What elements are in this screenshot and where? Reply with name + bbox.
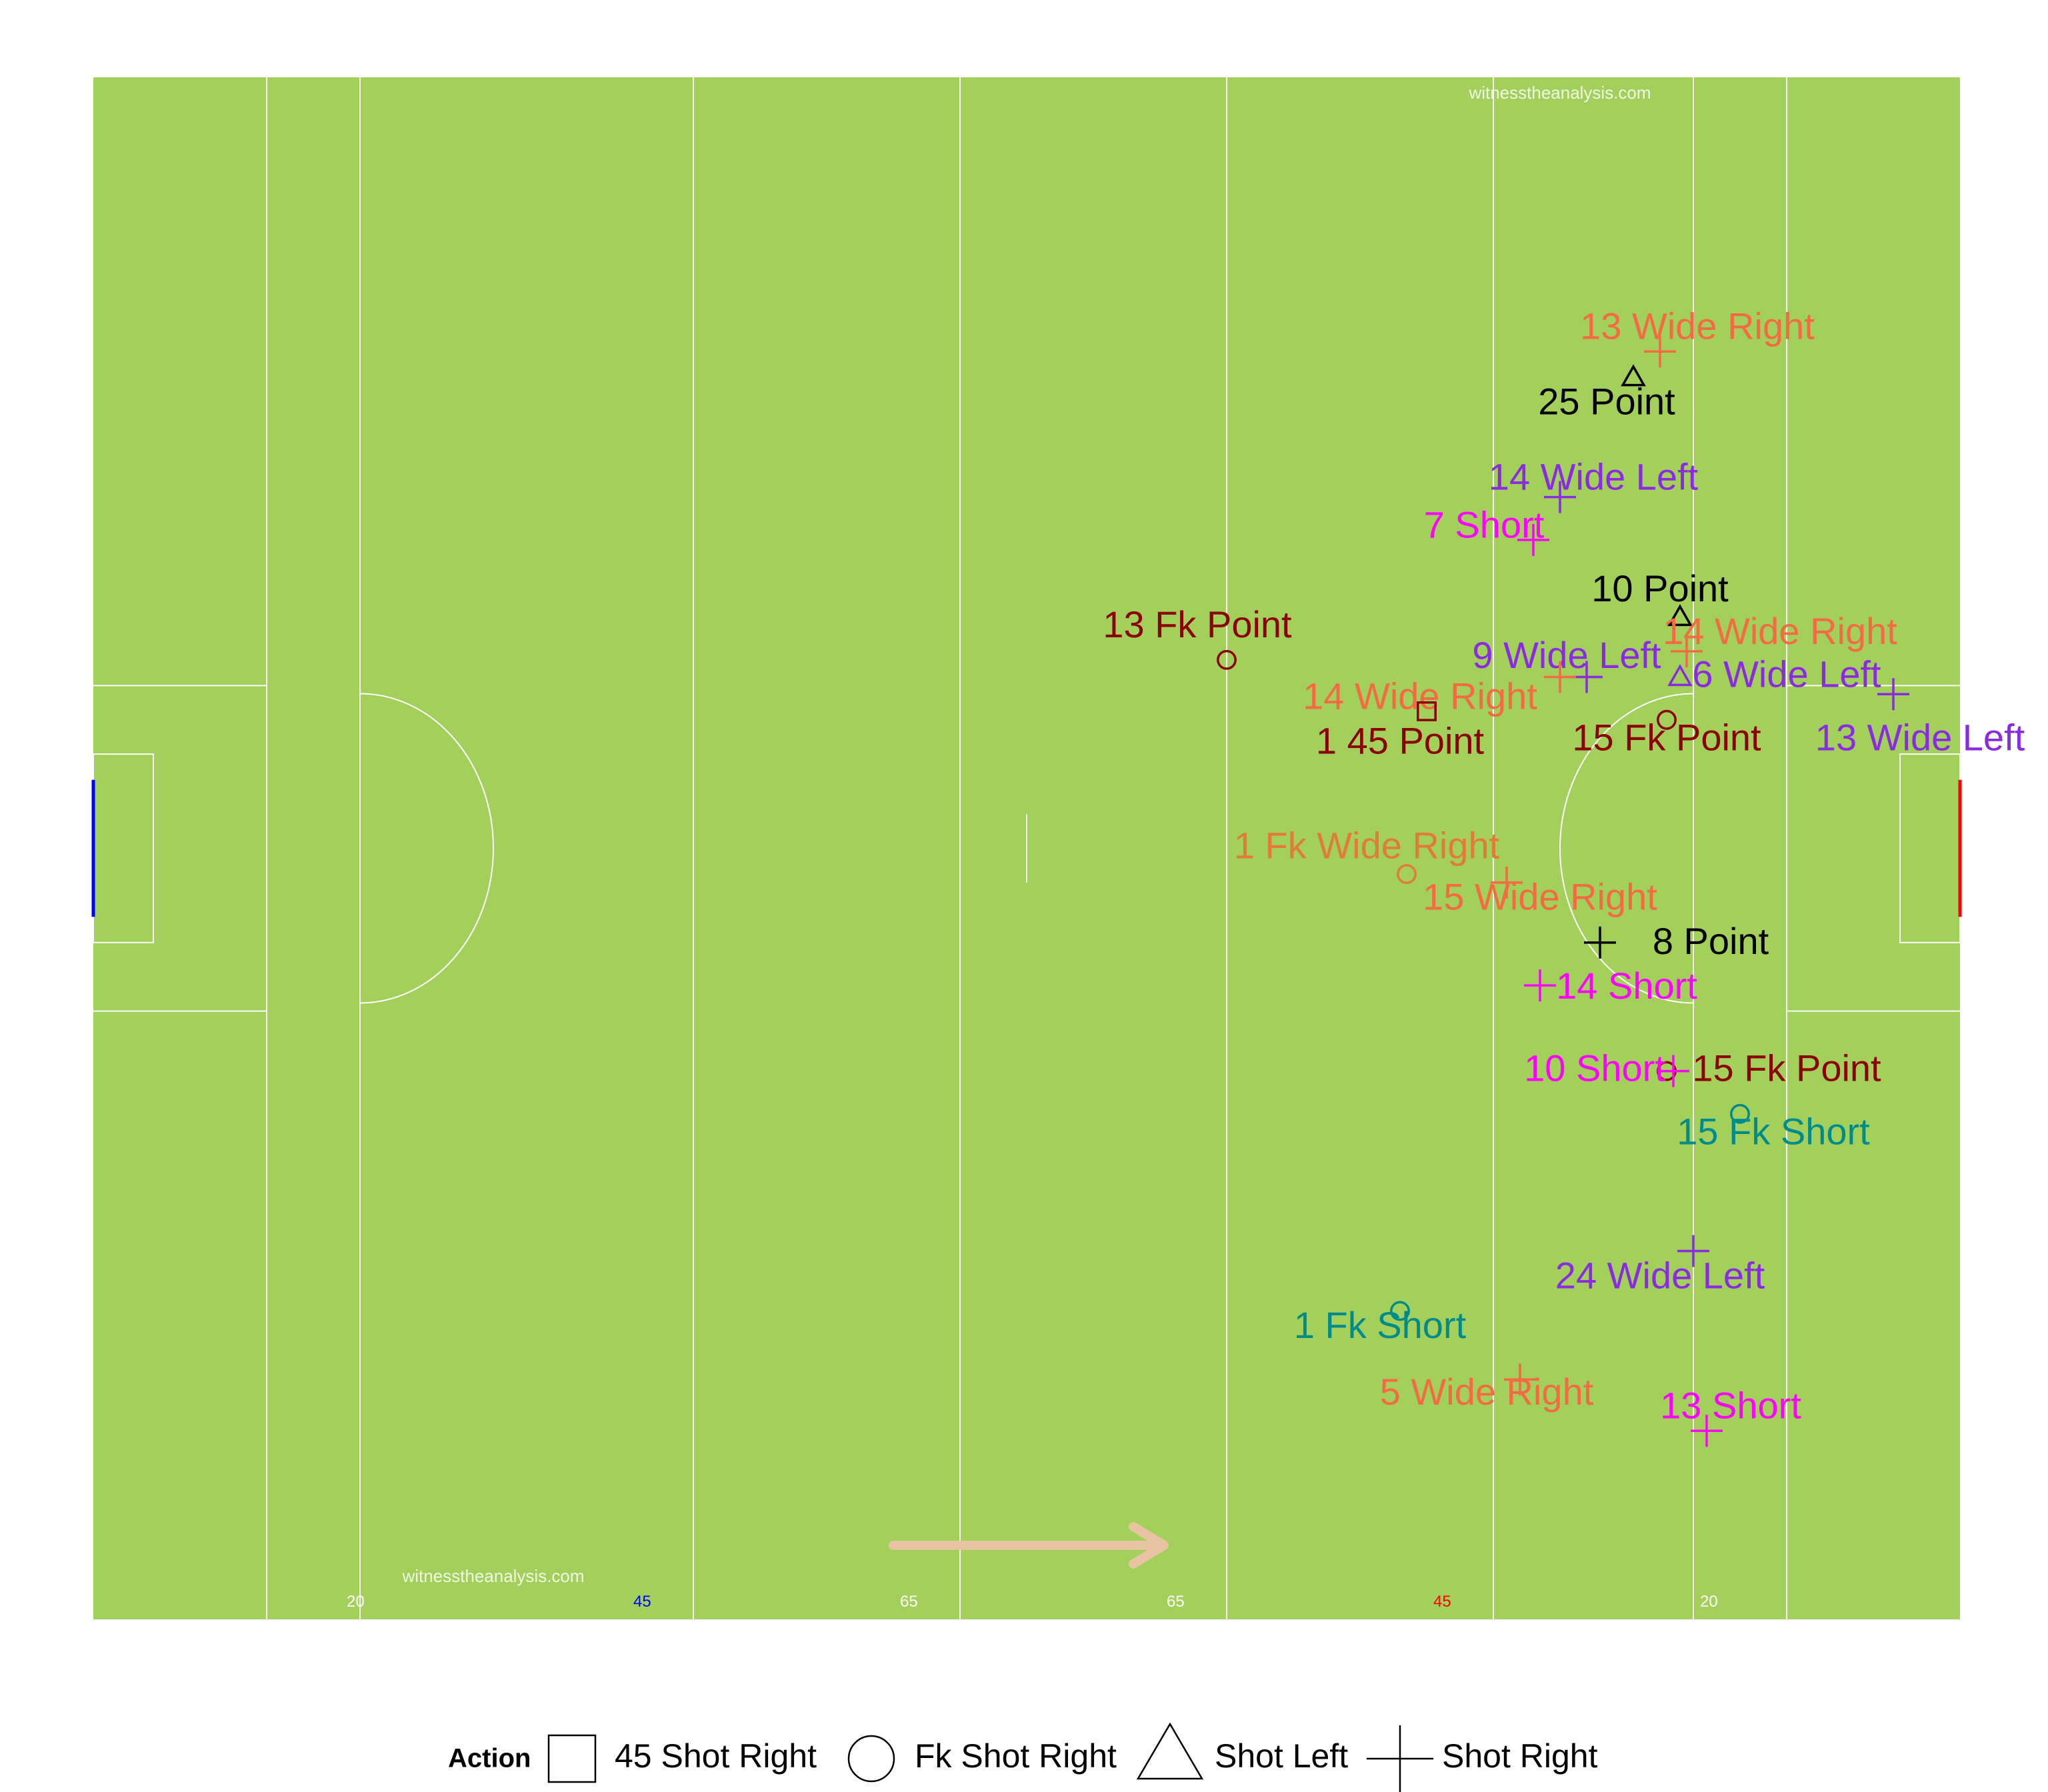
distance-label: 65 xyxy=(1167,1593,1185,1611)
shot-label: 15 Fk Short xyxy=(1677,1110,1870,1152)
legend: Action 45 Shot Right Fk Shot Right Shot Lef… xyxy=(448,1722,1598,1792)
shot-marker-plus xyxy=(1491,866,1523,899)
shot-marker-circle xyxy=(1657,709,1677,730)
legend-key-triangle xyxy=(1136,1722,1204,1780)
shot-label: 1 Fk Short xyxy=(1294,1304,1467,1346)
shot-label: 1 45 Point xyxy=(1316,720,1485,762)
shot-marker-square xyxy=(1417,701,1437,721)
legend-label: 45 Shot Right xyxy=(615,1737,817,1775)
shot-marker-triangle xyxy=(1621,364,1646,387)
shot-label: 15 Wide Right xyxy=(1423,875,1657,917)
shot-marker-triangle xyxy=(1667,604,1693,627)
shot-marker-circle xyxy=(1730,1103,1750,1124)
shot-marker-plus xyxy=(1691,1415,1723,1447)
shot-marker-plus xyxy=(1584,926,1616,959)
shot-label: 10 Point xyxy=(1591,567,1729,609)
shot-marker-plus xyxy=(1504,1363,1536,1396)
right-semicircle xyxy=(1559,693,1694,1004)
shot-label: 5 Wide Right xyxy=(1380,1371,1594,1413)
pitch-markings xyxy=(91,77,1962,1619)
shot-marker-plus xyxy=(1657,1055,1689,1087)
shot-label: 14 Wide Left xyxy=(1489,456,1699,498)
shot-marker-circle xyxy=(1390,1301,1410,1321)
shot-marker-circle xyxy=(1217,649,1237,670)
shot-marker-plus xyxy=(1677,1235,1709,1267)
left-semicircle xyxy=(359,693,494,1004)
shot-label: 14 Short xyxy=(1556,965,1697,1007)
distance-label: 20 xyxy=(347,1593,365,1611)
shot-label: 13 Short xyxy=(1660,1385,1801,1427)
watermark-bottom: witnesstheanalysis.com xyxy=(401,1566,584,1586)
shot-label: 8 Point xyxy=(1653,920,1769,962)
legend-key-square xyxy=(547,1734,597,1783)
arrow-head xyxy=(1129,1522,1169,1569)
shot-label: 7 Short xyxy=(1424,504,1545,546)
shot-label: 15 Fk Point xyxy=(1692,1047,1881,1089)
shot-label: 24 Wide Left xyxy=(1555,1254,1765,1296)
distance-labels: 20 45 65 65 45 20 xyxy=(347,1593,1718,1611)
shot-marker-plus xyxy=(1524,969,1556,1002)
legend-key-plus xyxy=(1367,1725,1433,1792)
shot-marker-plus xyxy=(1544,661,1576,693)
shot-marker-triangle xyxy=(1667,664,1693,687)
shot-label: 14 Wide Right xyxy=(1663,610,1897,652)
shot-label: 25 Point xyxy=(1538,381,1675,423)
shot-label: 14 Wide Right xyxy=(1303,675,1537,717)
left-large-rectangle xyxy=(93,685,267,1012)
distance-label: 45 xyxy=(1433,1593,1451,1611)
shot-marks: 13 Wide Right 25 Point 14 Wide Left 7 Short… xyxy=(1103,305,2025,1447)
legend-key-circle xyxy=(847,1735,895,1783)
shot-marker-circle xyxy=(1397,864,1417,885)
watermark-top: witnesstheanalysis.com xyxy=(1468,83,1651,103)
shot-label: 6 Wide Left xyxy=(1692,653,1881,695)
shot-label: 9 Wide Left xyxy=(1472,634,1661,676)
legend-label: Shot Right xyxy=(1442,1737,1598,1775)
distance-label: 20 xyxy=(1700,1593,1718,1611)
shot-label: 13 Fk Point xyxy=(1103,603,1292,645)
shot-label: 13 Wide Left xyxy=(1815,716,2025,758)
shot-marker-plus xyxy=(1517,523,1549,556)
shot-label: 10 Short xyxy=(1524,1047,1665,1089)
legend-label: Fk Shot Right xyxy=(915,1737,1117,1775)
right-large-rectangle xyxy=(1787,685,1960,1012)
shot-label: 15 Fk Point xyxy=(1572,716,1761,758)
legend-label: Shot Left xyxy=(1215,1737,1348,1775)
shot-marker-plus xyxy=(1877,678,1909,711)
distance-label: 45 xyxy=(633,1593,651,1611)
attack-direction-arrow xyxy=(889,1522,1169,1569)
shot-label: 13 Wide Right xyxy=(1580,305,1815,347)
shot-label: 1 Fk Wide Right xyxy=(1234,824,1500,866)
shot-marker-plus xyxy=(1544,481,1576,513)
shot-marker-plus xyxy=(1644,335,1676,368)
distance-label: 65 xyxy=(900,1593,918,1611)
legend-title: Action xyxy=(448,1744,531,1773)
shot-marker-plus xyxy=(1671,635,1703,667)
